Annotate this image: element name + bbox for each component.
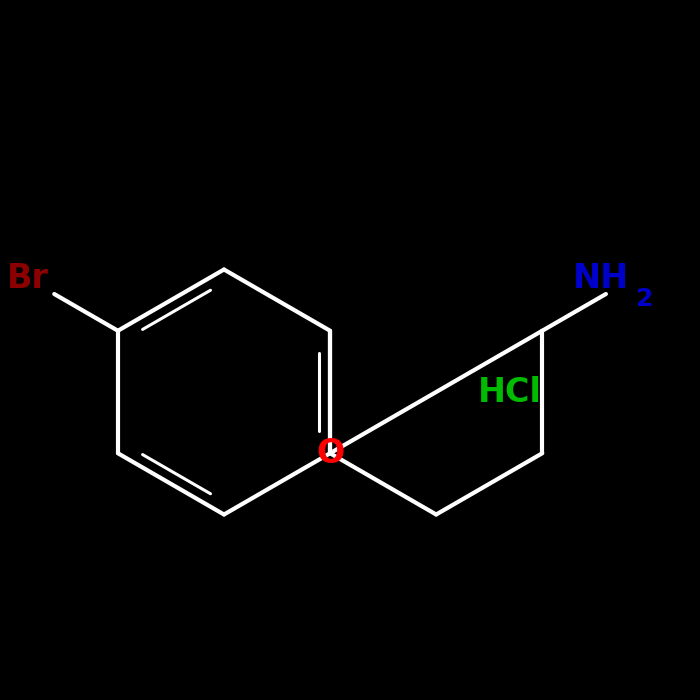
- Text: 2: 2: [636, 287, 653, 311]
- Text: Br: Br: [7, 262, 49, 295]
- Text: NH: NH: [573, 262, 629, 295]
- Text: O: O: [316, 437, 344, 470]
- Text: HCl: HCl: [478, 375, 542, 409]
